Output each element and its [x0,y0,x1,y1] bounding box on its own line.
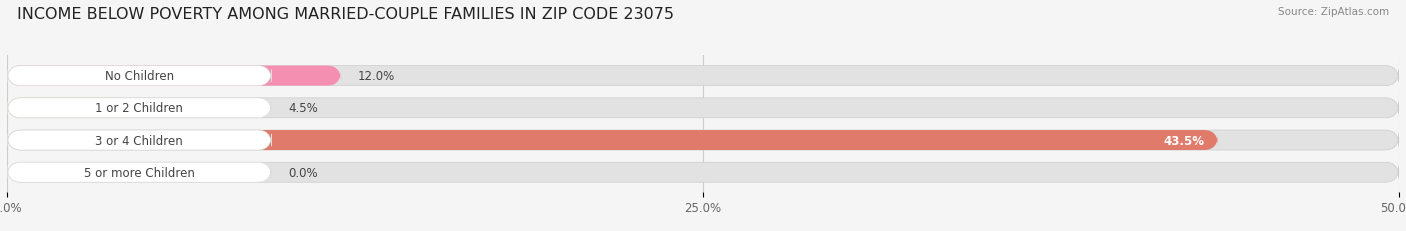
Text: 1 or 2 Children: 1 or 2 Children [96,102,183,115]
Text: 12.0%: 12.0% [357,70,395,83]
FancyBboxPatch shape [7,131,1399,150]
FancyBboxPatch shape [7,163,1399,182]
Text: 3 or 4 Children: 3 or 4 Children [96,134,183,147]
Text: INCOME BELOW POVERTY AMONG MARRIED-COUPLE FAMILIES IN ZIP CODE 23075: INCOME BELOW POVERTY AMONG MARRIED-COUPL… [17,7,673,22]
FancyBboxPatch shape [7,131,271,150]
FancyBboxPatch shape [7,66,1399,86]
FancyBboxPatch shape [7,131,1218,150]
FancyBboxPatch shape [7,98,1399,118]
FancyBboxPatch shape [7,66,342,86]
FancyBboxPatch shape [7,98,132,118]
Text: 0.0%: 0.0% [288,166,318,179]
Text: No Children: No Children [104,70,174,83]
FancyBboxPatch shape [7,98,271,118]
Text: Source: ZipAtlas.com: Source: ZipAtlas.com [1278,7,1389,17]
Text: 43.5%: 43.5% [1163,134,1204,147]
FancyBboxPatch shape [7,163,271,182]
Text: 4.5%: 4.5% [288,102,318,115]
Text: 5 or more Children: 5 or more Children [84,166,194,179]
FancyBboxPatch shape [7,66,271,86]
